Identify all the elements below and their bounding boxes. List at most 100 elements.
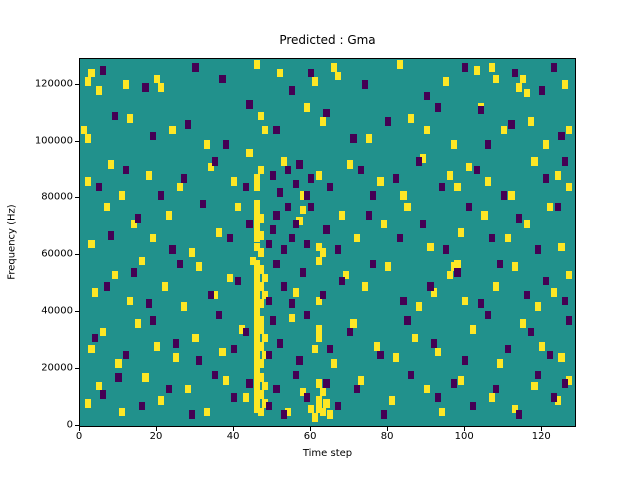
heatmap-cell [435,103,442,112]
heatmap-cell [435,347,442,357]
heatmap-cell [323,108,330,118]
heatmap-cell [257,390,265,399]
heatmap-cell [535,245,542,254]
heatmap-cell [562,296,569,306]
heatmap-cell [562,80,569,89]
heatmap-cell [288,299,295,308]
heatmap-cell [92,333,99,343]
heatmap-cell [512,68,519,78]
y-tick-mark [75,311,79,313]
heatmap-cell [257,359,265,368]
heatmap-cell [211,157,218,166]
heatmap-cell [80,125,87,135]
heatmap-cell [485,140,492,149]
heatmap-cell [180,174,188,183]
heatmap-cell [257,231,265,240]
heatmap-cell [204,407,211,417]
heatmap-cell [123,350,130,360]
heatmap-cell [157,191,164,200]
heatmap-cell [254,293,261,303]
heatmap-cell [254,242,261,252]
heatmap-cell [219,74,226,84]
x-tick-mark [156,427,158,431]
heatmap-cell [519,74,527,84]
heatmap-cell [231,344,238,354]
heatmap-cell [311,344,319,354]
heatmap-cell [465,162,473,172]
x-tick-mark [79,427,80,431]
heatmap-cell [308,174,315,183]
y-axis-label: Frequency (Hz) [6,204,18,280]
heatmap-cell [566,182,573,192]
heatmap-cell [173,353,180,362]
heatmap-cell [427,242,434,252]
heatmap-cell [504,233,511,243]
heatmap-cell [130,268,137,277]
heatmap-cell [388,396,396,405]
heatmap-cell [96,381,103,391]
heatmap-cell [215,228,222,237]
heatmap-cell [323,398,330,408]
heatmap-cell [261,125,268,135]
heatmap-cell [566,270,573,280]
heatmap-cell [269,316,276,325]
heatmap-cell [477,105,484,115]
heatmap-cell [315,379,322,388]
heatmap-cell [450,262,457,271]
heatmap-cell [123,165,130,175]
heatmap-cell [134,214,141,223]
heatmap-cell [381,219,388,229]
heatmap-cell [319,290,326,300]
heatmap-cell [358,376,365,385]
heatmap-cell [142,373,149,382]
heatmap-cell [308,404,315,414]
heatmap-cell [315,171,322,180]
heatmap-cell [246,100,253,109]
heatmap-cell [500,125,507,135]
heatmap-cell [539,86,546,95]
heatmap-cell [458,376,465,385]
heatmap-cell [377,177,384,186]
heatmap-cell [558,242,565,252]
heatmap-cell [304,191,311,200]
heatmap-cell [261,350,268,360]
heatmap-cell [257,407,265,417]
heatmap-cell [126,296,134,306]
x-axis-label: Time step [302,448,353,459]
x-tick-label: 80 [380,431,394,442]
heatmap-cell [196,356,203,365]
heatmap-cell [365,211,372,220]
heatmap-cell [546,350,554,360]
heatmap-cell [215,310,222,320]
heatmap-cell [523,290,530,300]
heatmap-cell [169,245,176,254]
heatmap-cell [562,379,569,388]
heatmap-cell [242,393,249,402]
heatmap-cell [254,344,261,354]
heatmap-cell [473,66,480,75]
heatmap-cell [257,265,265,274]
heatmap-cell [150,233,157,243]
heatmap-cell [284,202,292,212]
heatmap-cell [327,182,334,192]
heatmap-cell [100,66,107,75]
heatmap-cell [254,216,261,226]
heatmap-cell [500,191,507,200]
heatmap-cell [481,211,488,220]
heatmap-cell [319,387,326,397]
heatmap-cell [265,350,272,360]
heatmap-cell [508,120,515,129]
heatmap-cell [257,111,265,121]
heatmap-cell [516,214,523,223]
y-tick-label: 40000 [41,305,73,317]
heatmap-cell [269,225,276,234]
heatmap-cell [234,276,241,286]
heatmap-cell [207,290,215,300]
heatmap-cell [296,159,303,169]
heatmap-cell [277,68,284,78]
heatmap-cell [338,211,346,220]
heatmap-cell [250,256,257,266]
heatmap-cell [308,68,315,78]
heatmap-cell [150,316,157,325]
heatmap-cell [153,342,161,351]
